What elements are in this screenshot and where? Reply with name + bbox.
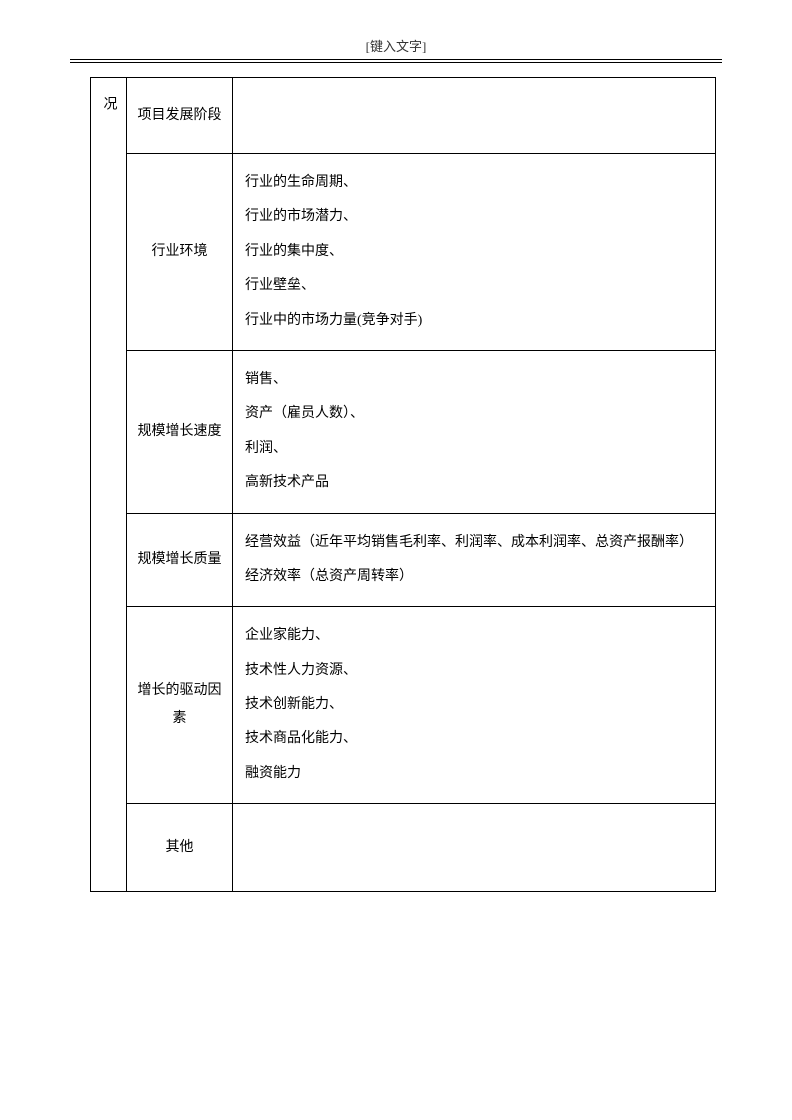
table-row: 行业环境 行业的生命周期、 行业的市场潜力、 行业的集中度、 行业壁垒、 行业中…: [91, 154, 716, 351]
table-row: 规模增长速度 销售、 资产（雇员人数）、 利润、 高新技术产品: [91, 350, 716, 513]
content-item: 行业的市场潜力、: [245, 200, 705, 234]
header-rule-1: [70, 59, 722, 60]
content-item: 行业中的市场力量(竞争对手): [245, 304, 705, 338]
header-rule-2: [70, 62, 722, 63]
row-label: 规模增长质量: [138, 552, 222, 567]
content-item: 行业的生命周期、: [245, 166, 705, 200]
content-item: 技术商品化能力、: [245, 722, 705, 756]
content-item: 高新技术产品: [245, 466, 705, 500]
row-content-cell: 行业的生命周期、 行业的市场潜力、 行业的集中度、 行业壁垒、 行业中的市场力量…: [233, 154, 716, 351]
row-content-cell: 销售、 资产（雇员人数）、 利润、 高新技术产品: [233, 350, 716, 513]
row-label-cell: 其他: [127, 804, 233, 892]
row-content-cell: [233, 78, 716, 154]
row-label: 其他: [166, 840, 194, 855]
row-content-cell: 企业家能力、 技术性人力资源、 技术创新能力、 技术商品化能力、 融资能力: [233, 607, 716, 804]
content-item: 融资能力: [245, 757, 705, 791]
row-label: 规模增长速度: [138, 424, 222, 439]
left-category-label: 况: [99, 78, 119, 112]
row-label: 项目发展阶段: [138, 108, 222, 123]
table-row: 增长的驱动因素 企业家能力、 技术性人力资源、 技术创新能力、 技术商品化能力、…: [91, 607, 716, 804]
row-content-cell: [233, 804, 716, 892]
row-label-cell: 增长的驱动因素: [127, 607, 233, 804]
row-content-cell: 经营效益（近年平均销售毛利率、利润率、成本利润率、总资产报酬率） 经济效率（总资…: [233, 513, 716, 607]
content-item: 销售、: [245, 363, 705, 397]
row-label: 行业环境: [152, 244, 208, 259]
row-label-cell: 项目发展阶段: [127, 78, 233, 154]
table-row: 况 项目发展阶段: [91, 78, 716, 154]
row-label-cell: 行业环境: [127, 154, 233, 351]
row-label: 增长的驱动因素: [138, 683, 222, 726]
left-category-cell: 况: [91, 78, 127, 892]
content-item: 资产（雇员人数）、: [245, 397, 705, 431]
content-item: 企业家能力、: [245, 619, 705, 653]
content-item: 技术性人力资源、: [245, 654, 705, 688]
row-label-cell: 规模增长速度: [127, 350, 233, 513]
header-placeholder: [键入文字]: [70, 36, 722, 55]
content-item: 行业的集中度、: [245, 235, 705, 269]
table-row: 规模增长质量 经营效益（近年平均销售毛利率、利润率、成本利润率、总资产报酬率） …: [91, 513, 716, 607]
content-item: 技术创新能力、: [245, 688, 705, 722]
content-item: 经济效率（总资产周转率）: [245, 560, 705, 594]
content-table: 况 项目发展阶段 行业环境 行业的生命周期、 行业的市场潜力、 行业的集中度、 …: [90, 77, 716, 892]
table-row: 其他: [91, 804, 716, 892]
row-label-cell: 规模增长质量: [127, 513, 233, 607]
content-item: 经营效益（近年平均销售毛利率、利润率、成本利润率、总资产报酬率）: [245, 526, 705, 560]
content-item: 利润、: [245, 432, 705, 466]
content-item: 行业壁垒、: [245, 269, 705, 303]
